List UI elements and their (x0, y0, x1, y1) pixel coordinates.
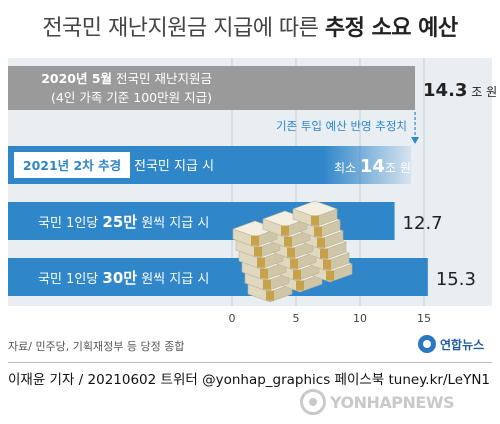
annotation-text: 기존 투입 예산 반영 추정치 (276, 119, 407, 133)
bar-3-label-bold: 25만 (102, 213, 137, 231)
tick-label-15: 15 (417, 312, 431, 325)
tick-label-10: 10 (353, 312, 367, 325)
bar-1-label-rest: 전국민 재난지원금 (112, 71, 212, 86)
watermark-icon (300, 389, 326, 415)
bar-chart: 0 5 10 15 2020년 5월 전국민 재난지원금 (4인 가족 기준 100만원 … (8, 58, 497, 325)
watermark: YONHAPNEWS (300, 384, 496, 420)
annotation-arrow-head (411, 137, 420, 144)
bar-2-value-prefix: 최소 (334, 161, 360, 175)
bar-2-label: 전국민 지급 시 (134, 159, 214, 174)
title-emphasis: 추정 소요 예산 (324, 16, 458, 41)
bar-4-label-bold: 30만 (102, 269, 137, 287)
bar-3-label: 국민 1인당 25만 원씩 지급 시 (38, 213, 209, 231)
bar-3-label-rest: 원씩 지급 시 (137, 216, 209, 231)
bar-4-label-pre: 국민 1인당 (38, 272, 102, 287)
bar-3-label-pre: 국민 1인당 (38, 216, 102, 231)
bar-2-value-unit: 조 원 (385, 161, 411, 175)
bar-2-tag-box (14, 152, 130, 178)
bar-3-value: 12.7 (403, 213, 443, 234)
credit-line: 이재윤 기자 / 20210602 트위터 @yonhap_graphics 페… (8, 372, 491, 388)
bar-4-value: 15.3 (436, 269, 476, 290)
source-note: 자료/ 민주당, 기획재정부 등 당정 종합 (8, 340, 185, 353)
bar-1 (8, 66, 416, 110)
bar-4-label: 국민 1인당 30만 원씩 지급 시 (38, 269, 209, 287)
money-bundle-18 (292, 200, 338, 228)
bar-2-value: 최소 14조 원 (334, 156, 411, 177)
yonhap-logo-icon (418, 335, 436, 353)
tick-label-5: 5 (293, 312, 300, 325)
yonhap-logo: 연합뉴스 (418, 334, 496, 354)
title-prefix: 전국민 재난지원금 지급에 따른 (42, 16, 325, 41)
money-bundle-16 (232, 220, 278, 248)
divider (8, 362, 492, 363)
page-title: 전국민 재난지원금 지급에 따른 추정 소요 예산 (0, 6, 500, 52)
bar-4-label-rest: 원씩 지급 시 (137, 272, 209, 287)
tick-label-0: 0 (229, 312, 236, 325)
watermark-text: YONHAPNEWS (330, 392, 455, 412)
bar-4 (8, 258, 428, 296)
bar-1-label: 2020년 5월 전국민 재난지원금 (41, 71, 212, 86)
bar-1-value-unit: 조 원 (467, 85, 497, 99)
bar-1-value-number: 14.3 (423, 80, 467, 101)
bar-2-value-number: 14 (360, 156, 385, 177)
bar-1-value: 14.3 조 원 (423, 80, 497, 101)
bar-1-label-line2: (4인 가족 기준 100만원 지급) (51, 90, 212, 105)
yonhap-logo-text: 연합뉴스 (440, 337, 485, 352)
money-stack-illustration (232, 200, 353, 303)
bar-1-label-bold: 2020년 5월 (41, 71, 112, 86)
bar-2-tag: 2021년 2차 추경 (23, 158, 121, 173)
